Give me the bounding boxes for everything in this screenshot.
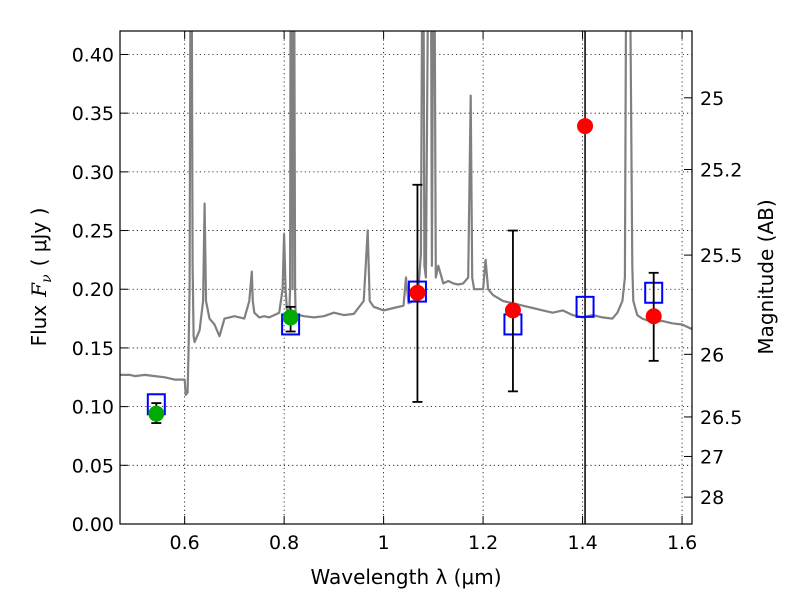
magnitude-tick-label: 25 [700,88,724,110]
x-axis-label: Wavelength λ (μm) [310,565,501,589]
plot-frame [119,30,693,525]
observed-point [148,405,165,422]
magnitude-tick-label: 25.2 [700,160,742,182]
y-axis-label: FluxFν( μJy ) [27,208,55,347]
magnitude-tick-label: 26.5 [700,407,742,429]
y-axis-right-label: Magnitude (AB) [754,199,778,354]
x-tick-label: 0.8 [269,532,299,554]
observed-point [282,309,299,326]
spectrum-line [120,31,692,396]
y-tick-label: 0.20 [72,279,114,301]
x-tick-label: 1 [378,532,390,554]
x-tick-label: 1.4 [567,532,597,554]
y-tick-label: 0.10 [72,397,114,419]
observed-point [577,118,594,135]
observed-point [504,302,521,319]
axes: 0.6 0.8 1 1.2 1.4 1.6 0.00 0.05 0.10 0.15 0.20 0.25… [72,31,742,554]
x-tick-label: 0.6 [170,532,200,554]
magnitude-tick-label: 25.5 [700,245,742,267]
y-tick-label: 0.25 [72,221,114,243]
magnitude-tick-label: 28 [700,487,724,509]
y-tick-label: 0.40 [72,44,114,66]
y-tick-label: 0.15 [72,338,114,360]
x-tick-label: 1.6 [667,532,697,554]
plot-area [120,31,692,524]
magnitude-tick-label: 27 [700,446,724,468]
observed-point [409,284,426,301]
x-tick-label: 1.2 [468,532,498,554]
y-tick-label: 0.30 [72,162,114,184]
magnitude-tick-label: 26 [700,344,724,366]
y-tick-label: 0.05 [72,455,114,477]
observed-point [645,308,662,325]
model-square-marker [575,295,595,318]
y-tick-label: 0.00 [72,514,114,536]
y-tick-label: 0.35 [72,103,114,125]
